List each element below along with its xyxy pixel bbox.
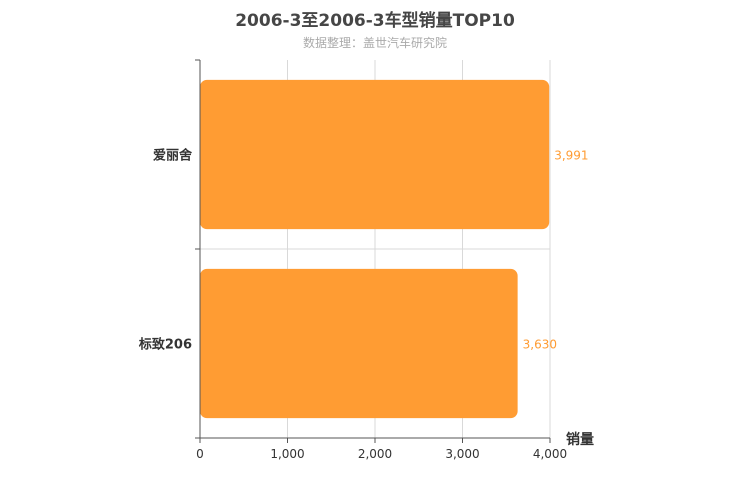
- bar: [200, 268, 518, 419]
- x-axis-label: 销量: [566, 431, 594, 448]
- x-tick-label: 4,000: [533, 447, 567, 461]
- x-tick-label: 3,000: [445, 447, 479, 461]
- data-label: 3,630: [523, 338, 557, 352]
- x-tick-label: 2,000: [358, 447, 392, 461]
- x-tick-label: 0: [196, 447, 204, 461]
- x-tick-label: 1,000: [270, 447, 304, 461]
- category-label: 标致206: [138, 337, 192, 353]
- data-label: 3,991: [554, 149, 588, 163]
- bar: [200, 79, 550, 230]
- chart-subtitle: 数据整理：盖世汽车研究院: [302, 36, 447, 50]
- chart-title: 2006-3至2006-3车型销量TOP10: [235, 11, 515, 31]
- category-label: 爱丽舍: [153, 148, 193, 164]
